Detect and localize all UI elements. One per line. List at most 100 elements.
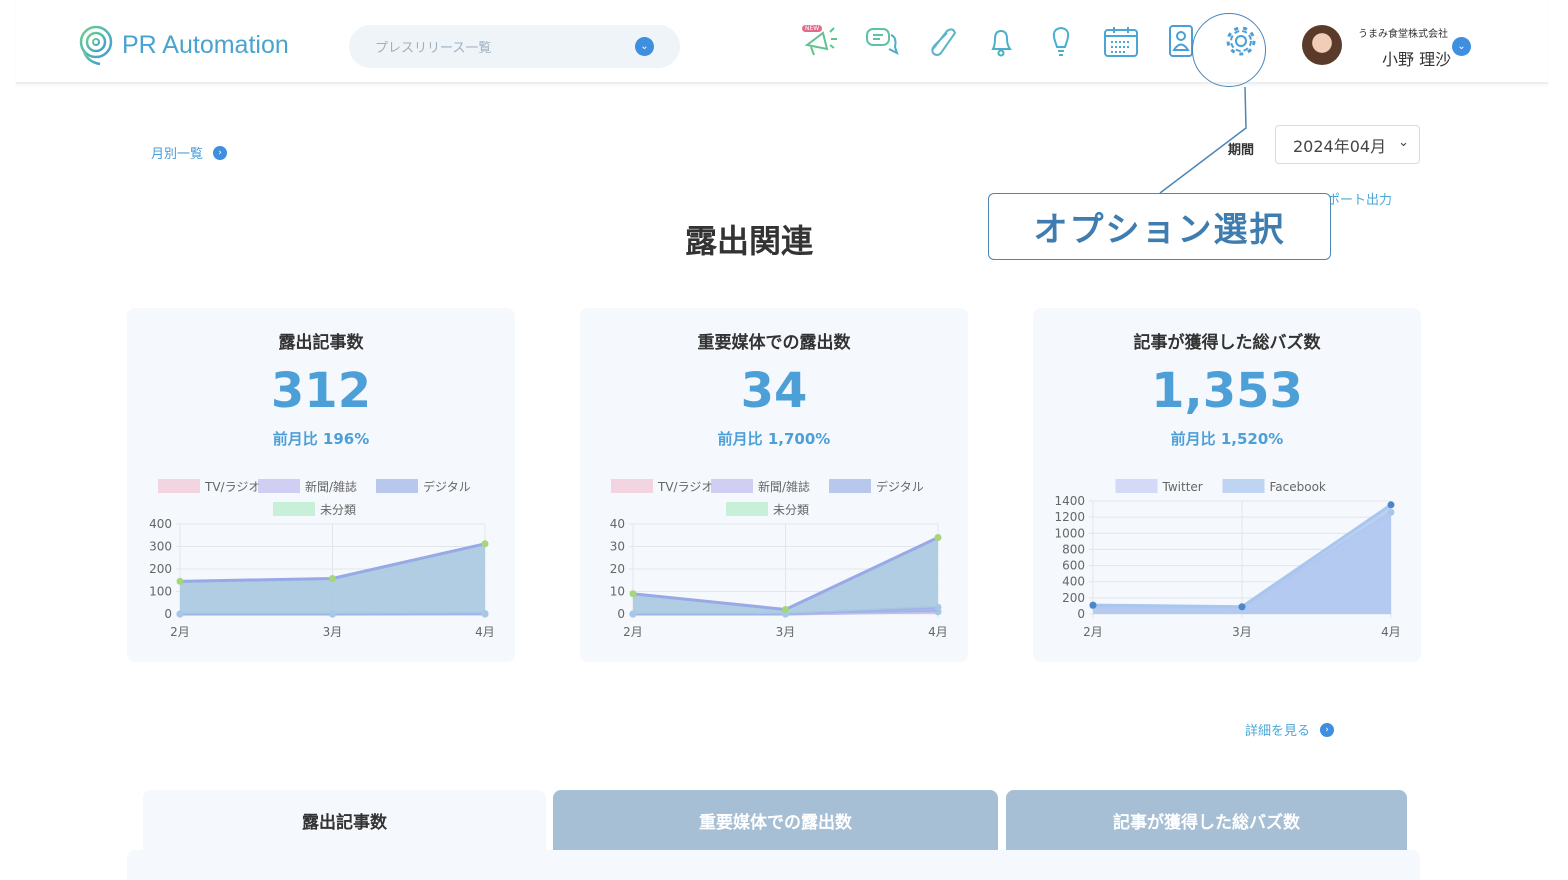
legend-swatch [829,479,871,493]
y-tick-label: 1400 [1054,494,1085,508]
period-label: 期間 [1228,143,1255,158]
legend-swatch [376,479,418,493]
callout-leader-line [1159,86,1247,194]
chat-icon [866,28,899,55]
ideas-button[interactable] [1042,22,1080,60]
card-value: 1,353 [1151,363,1303,419]
metric-card-key-media: 重要媒体での露出数 34 前月比 1,700% TV/ラジオ 新聞/雑誌 デジタル未… [580,308,968,662]
x-tick-label: 3月 [323,625,343,639]
legend-label: 新聞/雑誌 [758,479,810,494]
chevron-right-icon: › [213,145,228,160]
data-point [1387,501,1395,509]
area-Facebook [1093,504,1391,614]
tab-buzz[interactable]: 記事が獲得した総バズ数 [1006,790,1407,850]
x-tick-label: 2月 [1083,625,1103,639]
legend-swatch [273,502,315,516]
new-badge: NEW [802,25,823,32]
legend-swatch [726,502,768,516]
card-ratio: 前月比 196% [272,430,370,448]
legend-label: 未分類 [773,503,809,517]
legend-label: 未分類 [320,503,356,517]
legend-swatch [258,479,300,493]
avatar[interactable] [1302,25,1342,65]
calendar-button[interactable] [1102,22,1140,60]
report-export-link[interactable]: レポート出力 [1314,193,1393,208]
legend-label: TV/ラジオ [657,480,713,494]
logo-spiral-icon [79,25,113,66]
period-value: 2024年04月 [1293,136,1387,156]
card-ratio: 前月比 1,520% [1170,430,1284,448]
view-details-link[interactable]: 詳細を見る › [1245,720,1335,739]
attachments-button[interactable] [922,22,960,60]
x-tick-label: 3月 [776,625,796,639]
y-tick-label: 0 [1077,607,1085,621]
legend-label: Twitter [1162,480,1203,494]
top-header: PR Automation プレスリリース一覧 ⌄ NEW うまみ食堂株式会社 … [16,0,1548,84]
logo[interactable]: PR Automation [78,24,289,66]
y-tick-label: 200 [149,562,172,576]
app-name: PR Automation [122,30,289,59]
metric-card-exposure: 露出記事数 312 前月比 196% TV/ラジオ 新聞/雑誌 デジタル 未分類 0 10… [127,308,515,662]
view-details-label: 詳細を見る [1245,724,1311,739]
legend-label: 新聞/雑誌 [305,479,357,494]
data-point [1089,601,1097,609]
y-tick-label: 1000 [1054,526,1085,540]
period-select[interactable]: 2024年04月 ⌄ [1275,125,1420,164]
data-point [329,574,336,582]
page-select-value: プレスリリース一覧 [375,41,492,56]
card-title: 重要媒体での露出数 [697,333,851,353]
user-name: 小野 理沙 [1382,50,1452,69]
y-tick-label: 0 [617,607,625,621]
legend-label: TV/ラジオ [204,480,260,494]
monthly-list-label: 月別一覧 [151,147,204,162]
y-tick-label: 1200 [1054,510,1085,524]
card-value: 34 [740,363,808,419]
area-デジタル [633,607,938,614]
highlight-circle [1192,13,1266,87]
y-tick-label: 200 [1062,591,1085,605]
legend-label: Facebook [1270,480,1326,494]
card-value: 312 [270,363,372,419]
tab-key-media[interactable]: 重要媒体での露出数 [553,790,998,850]
x-tick-label: 3月 [1232,625,1252,639]
notifications-button[interactable] [982,22,1020,60]
y-tick-label: 100 [149,585,172,599]
announcement-button[interactable]: NEW [802,22,840,60]
area-未分類 [633,537,938,614]
data-point [176,577,184,585]
page-select[interactable]: プレスリリース一覧 ⌄ [349,25,680,68]
chevron-down-icon: ⌄ [1398,135,1409,150]
x-tick-label: 4月 [1381,625,1401,639]
tab-panel [127,850,1420,880]
metric-card-buzz: 記事が獲得した総バズ数 1,353 前月比 1,520% Twitter Face… [1033,308,1421,662]
y-tick-label: 800 [1062,542,1085,556]
company-name: うまみ食堂株式会社 [1358,29,1448,40]
paperclip-icon [931,28,957,56]
legend-swatch [1222,479,1265,493]
lightbulb-icon [1052,26,1070,56]
data-point [1238,603,1246,611]
monthly-list-link[interactable]: 月別一覧 › [151,143,228,162]
bell-icon [991,29,1012,57]
x-tick-label: 4月 [928,625,948,639]
chevron-right-icon: › [1320,722,1335,737]
callout-annotation: オプション選択 [988,193,1331,260]
card-ratio: 前月比 1,700% [717,430,831,448]
legend-swatch [611,479,653,493]
y-tick-label: 300 [149,540,172,554]
data-point [629,590,637,598]
legend-swatch [1115,479,1158,493]
messages-button[interactable] [862,22,900,60]
legend-label: デジタル [423,479,471,494]
calendar-icon [1104,27,1138,57]
y-tick-label: 600 [1062,559,1085,573]
legend-label: デジタル [876,479,924,494]
chart-buzz: Twitter Facebook 0 200 400 600 800 1000 1200 1400… [1054,479,1401,639]
y-tick-label: 0 [164,607,172,621]
legend-swatch [711,479,753,493]
y-tick-label: 30 [610,540,625,554]
user-menu-chevron-icon[interactable]: ⌄ [1452,37,1471,56]
tab-exposure[interactable]: 露出記事数 [143,790,546,850]
megaphone-icon [804,27,837,56]
